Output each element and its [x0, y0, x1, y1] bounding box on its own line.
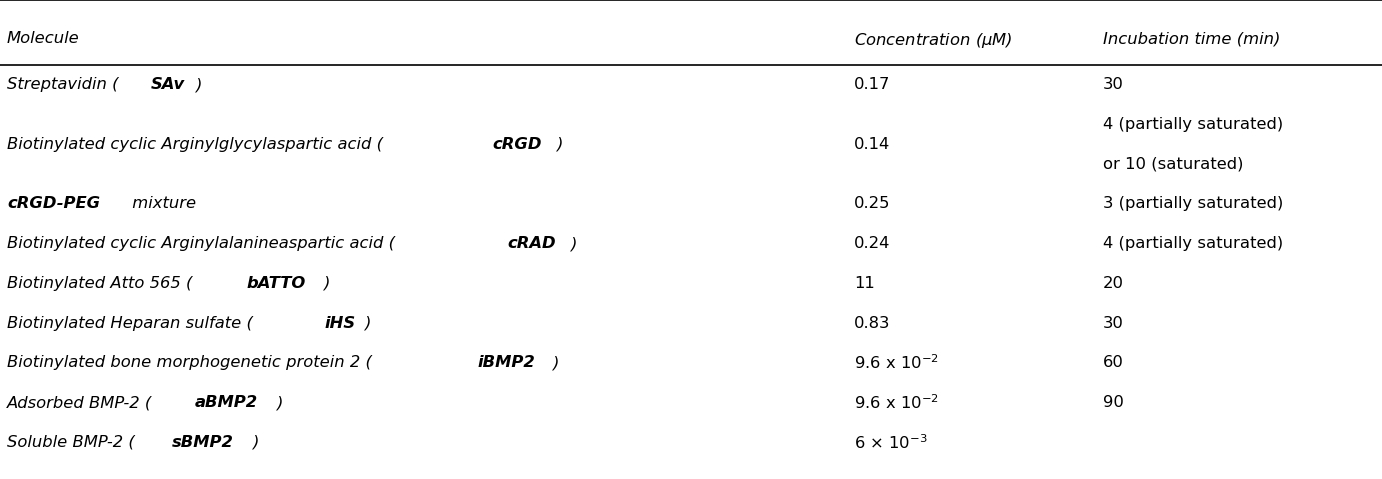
Text: aBMP2: aBMP2: [195, 395, 257, 410]
Text: Adsorbed BMP-2 (: Adsorbed BMP-2 (: [7, 395, 152, 410]
Text: mixture: mixture: [127, 196, 196, 211]
Text: 4 (partially saturated): 4 (partially saturated): [1103, 236, 1282, 251]
Text: ): ): [276, 395, 282, 410]
Text: Biotinylated Atto 565 (: Biotinylated Atto 565 (: [7, 276, 192, 291]
Text: 0.83: 0.83: [854, 316, 890, 331]
Text: Incubation time (min): Incubation time (min): [1103, 31, 1280, 46]
Text: cRGD: cRGD: [492, 137, 542, 152]
Text: Concentration ($\mu$M): Concentration ($\mu$M): [854, 31, 1013, 50]
Text: 11: 11: [854, 276, 875, 291]
Text: Streptavidin (: Streptavidin (: [7, 77, 119, 92]
Text: 4 (partially saturated): 4 (partially saturated): [1103, 117, 1282, 132]
Text: bATTO: bATTO: [246, 276, 305, 291]
Text: 60: 60: [1103, 355, 1124, 370]
Text: 9.6 x 10$^{-2}$: 9.6 x 10$^{-2}$: [854, 354, 938, 372]
Text: ): ): [195, 77, 202, 92]
Text: cRGD-PEG: cRGD-PEG: [7, 196, 100, 211]
Text: 30: 30: [1103, 77, 1124, 92]
Text: 6 × 10$^{-3}$: 6 × 10$^{-3}$: [854, 433, 927, 452]
Text: or 10 (saturated): or 10 (saturated): [1103, 157, 1244, 171]
Text: ): ): [252, 435, 258, 450]
Text: ): ): [556, 137, 562, 152]
Text: iHS: iHS: [325, 316, 355, 331]
Text: 0.17: 0.17: [854, 77, 890, 92]
Text: sBMP2: sBMP2: [171, 435, 234, 450]
Text: 9.6 x 10$^{-2}$: 9.6 x 10$^{-2}$: [854, 393, 938, 412]
Text: ): ): [571, 236, 576, 251]
Text: 0.24: 0.24: [854, 236, 890, 251]
Text: ): ): [553, 355, 558, 370]
Text: ): ): [322, 276, 329, 291]
Text: Biotinylated bone morphogenetic protein 2 (: Biotinylated bone morphogenetic protein …: [7, 355, 372, 370]
Text: iBMP2: iBMP2: [478, 355, 535, 370]
Text: Molecule: Molecule: [7, 31, 80, 46]
Text: Biotinylated cyclic Arginylalanineaspartic acid (: Biotinylated cyclic Arginylalanineaspart…: [7, 236, 395, 251]
Text: Biotinylated cyclic Arginylglycylaspartic acid (: Biotinylated cyclic Arginylglycylasparti…: [7, 137, 383, 152]
Text: 20: 20: [1103, 276, 1124, 291]
Text: ): ): [365, 316, 370, 331]
Text: Biotinylated Heparan sulfate (: Biotinylated Heparan sulfate (: [7, 316, 253, 331]
Text: 90: 90: [1103, 395, 1124, 410]
Text: 3 (partially saturated): 3 (partially saturated): [1103, 196, 1284, 211]
Text: 0.25: 0.25: [854, 196, 890, 211]
Text: Soluble BMP-2 (: Soluble BMP-2 (: [7, 435, 134, 450]
Text: SAv: SAv: [151, 77, 185, 92]
Text: 0.14: 0.14: [854, 137, 890, 152]
Text: cRAD: cRAD: [507, 236, 556, 251]
Text: 30: 30: [1103, 316, 1124, 331]
